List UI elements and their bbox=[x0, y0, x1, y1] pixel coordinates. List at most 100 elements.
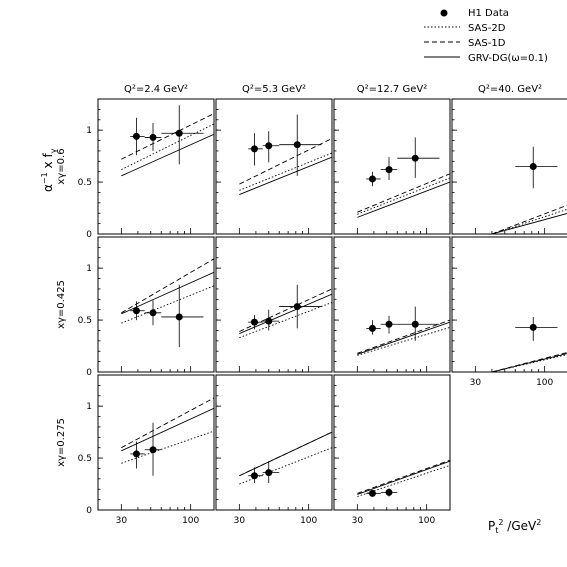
data-point bbox=[385, 488, 393, 496]
curve-sas2d bbox=[357, 177, 450, 215]
curve-sas1d bbox=[239, 138, 332, 185]
curves bbox=[491, 352, 567, 372]
curves bbox=[239, 138, 332, 195]
data-point bbox=[132, 307, 140, 315]
curve-sas2d bbox=[357, 464, 450, 497]
legend-label: SAS-2D bbox=[468, 23, 506, 34]
x-tick-label: 100 bbox=[418, 516, 435, 526]
panel-frame bbox=[97, 98, 215, 235]
curve-sas1d bbox=[357, 173, 450, 213]
panel-frame bbox=[333, 374, 451, 511]
curves bbox=[357, 459, 450, 497]
x-tick-label: 100 bbox=[536, 378, 553, 388]
curve-sas2d bbox=[121, 123, 214, 171]
data-point bbox=[149, 309, 157, 317]
data-point bbox=[293, 141, 301, 149]
y-tick-label: 0.5 bbox=[78, 454, 92, 464]
data-point bbox=[385, 166, 393, 174]
curve-sas2d bbox=[357, 326, 450, 356]
y-tick-label: 0.5 bbox=[78, 178, 92, 188]
x-tick-label: 30 bbox=[234, 516, 246, 526]
data-point bbox=[132, 132, 140, 140]
curve-sas1d bbox=[357, 319, 450, 354]
curve-grv bbox=[357, 321, 450, 355]
curve-grv bbox=[239, 156, 332, 195]
column-headers: Q²=2.4 GeV² Q²=5.3 GeV² Q²=12.7 GeV² Q²=40.… bbox=[124, 84, 542, 95]
data-point bbox=[368, 324, 376, 332]
curve-sas2d bbox=[121, 285, 214, 324]
row-label: xγ=0.275 bbox=[56, 418, 67, 467]
y-axis-label: α−1 x fγ bbox=[40, 148, 58, 192]
curve-sas1d bbox=[491, 204, 567, 234]
panel-r2-c0: 0 0.5 1 30 100 bbox=[78, 374, 215, 526]
curves bbox=[121, 113, 214, 177]
curve-sas1d bbox=[121, 397, 214, 449]
panel-frame bbox=[97, 236, 215, 373]
data-point bbox=[411, 320, 419, 328]
data-point bbox=[529, 323, 537, 331]
column-header: Q²=2.4 GeV² bbox=[124, 84, 188, 95]
row-label: xγ=0.6 bbox=[56, 148, 67, 184]
panel-r2-c2: 30 100 bbox=[333, 374, 451, 526]
curve-sas2d bbox=[239, 152, 332, 191]
column-header: Q²=12.7 GeV² bbox=[357, 84, 427, 95]
curve-grv bbox=[239, 293, 332, 334]
panel-r0-c1 bbox=[215, 98, 333, 235]
curve-grv bbox=[357, 460, 450, 495]
x-tick-label: 100 bbox=[300, 516, 317, 526]
data-point bbox=[368, 489, 376, 497]
column-header: Q²=40. GeV² bbox=[478, 84, 542, 95]
panel-frame bbox=[333, 98, 451, 235]
y-axis-label-text: α−1 x fγ bbox=[40, 148, 58, 192]
column-header: Q²=5.3 GeV² bbox=[242, 84, 306, 95]
curve-sas1d bbox=[357, 459, 450, 494]
curves bbox=[491, 204, 567, 234]
curve-grv bbox=[121, 133, 214, 177]
panel-frame bbox=[333, 236, 451, 373]
data-point bbox=[265, 469, 273, 477]
y-tick-label: 0 bbox=[86, 368, 92, 378]
data-point bbox=[293, 303, 301, 311]
x-axis-label: Pt2 /GeV2 bbox=[488, 518, 541, 535]
panel-r2-c1: 30 100 bbox=[215, 374, 333, 526]
curve-sas2d bbox=[239, 302, 332, 339]
x-tick-label: 100 bbox=[182, 516, 199, 526]
y-tick-label: 1 bbox=[86, 402, 92, 412]
curves bbox=[239, 288, 332, 339]
data-point bbox=[132, 450, 140, 458]
data-point bbox=[529, 163, 537, 170]
y-tick-label: 1 bbox=[86, 264, 92, 274]
data-point bbox=[265, 317, 273, 325]
data-point bbox=[175, 313, 183, 321]
legend-label: H1 Data bbox=[468, 8, 509, 19]
row-labels: xγ=0.6 xγ=0.425 xγ=0.275 bbox=[56, 148, 67, 466]
curve-sas2d bbox=[239, 447, 332, 485]
panel-r0-c3 bbox=[451, 98, 567, 235]
data-point bbox=[149, 133, 157, 141]
curves bbox=[357, 173, 450, 218]
panel-frame bbox=[215, 236, 333, 373]
x-tick-label: 30 bbox=[116, 516, 128, 526]
curve-grv bbox=[491, 213, 567, 234]
data-point bbox=[250, 318, 258, 326]
curve-grv bbox=[239, 431, 332, 477]
row-label: xγ=0.425 bbox=[56, 280, 67, 329]
chart-legend: H1 Data SAS-2D SAS-1D GRV-DG(ω=0.1) bbox=[424, 8, 548, 64]
legend-marker-h1 bbox=[440, 9, 448, 17]
x-tick-label: 30 bbox=[470, 378, 482, 388]
panel-frame bbox=[451, 98, 567, 235]
panel-r1-c3: 30 100 bbox=[451, 236, 567, 388]
data-point bbox=[250, 145, 258, 153]
data-point bbox=[265, 142, 273, 150]
panel-frame bbox=[97, 374, 215, 511]
x-tick-label: 30 bbox=[352, 516, 364, 526]
legend-label: GRV-DG(ω=0.1) bbox=[468, 53, 548, 64]
panel-r1-c0: 00.51 bbox=[78, 236, 215, 378]
curve-sas2d bbox=[491, 354, 567, 372]
panel-r1-c2 bbox=[333, 236, 451, 373]
curve-grv bbox=[357, 181, 450, 218]
data-point bbox=[385, 320, 393, 328]
y-tick-label: 0.5 bbox=[78, 316, 92, 326]
y-tick-label: 0 bbox=[86, 230, 92, 240]
